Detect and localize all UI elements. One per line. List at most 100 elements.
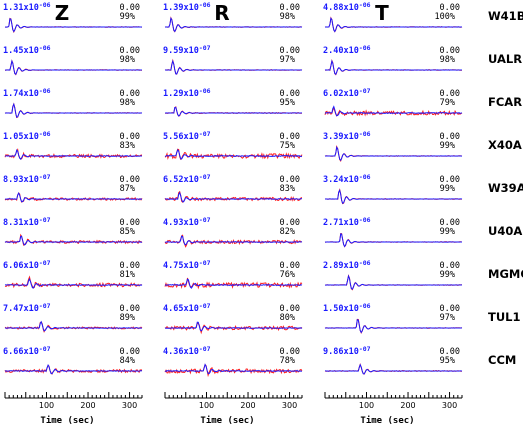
synthetic-trace bbox=[165, 16, 302, 33]
fit-percent-label: 97% bbox=[440, 313, 455, 323]
time-shift-label: 0.00 bbox=[280, 3, 300, 13]
fit-percent-label: 98% bbox=[280, 12, 295, 22]
observed-trace bbox=[324, 106, 463, 117]
x-axis-label: Time (sec) bbox=[360, 415, 414, 426]
synthetic-trace bbox=[5, 102, 142, 118]
tick-label: 200 bbox=[400, 401, 415, 410]
fit-percent-label: 82% bbox=[280, 227, 295, 237]
synthetic-trace bbox=[5, 191, 143, 203]
fit-percent-label: 99% bbox=[440, 184, 455, 194]
component-header-t: T bbox=[375, 1, 389, 25]
fit-percent-label: 98% bbox=[120, 98, 135, 108]
fit-percent-label: 97% bbox=[280, 55, 295, 65]
synthetic-trace bbox=[325, 363, 463, 375]
synthetic-trace bbox=[164, 191, 302, 203]
time-shift-label: 0.00 bbox=[440, 175, 460, 185]
time-shift-label: 0.00 bbox=[440, 304, 460, 314]
fit-percent-label: 100% bbox=[435, 12, 455, 22]
tick-label: 200 bbox=[240, 401, 255, 410]
fit-percent-label: 87% bbox=[120, 184, 135, 194]
synthetic-trace bbox=[4, 277, 143, 289]
fit-percent-label: 83% bbox=[120, 141, 135, 151]
fit-percent-label: 98% bbox=[440, 55, 455, 65]
synthetic-trace bbox=[325, 16, 462, 33]
fit-percent-label: 80% bbox=[280, 313, 295, 323]
observed-trace bbox=[164, 190, 303, 203]
fit-percent-label: 99% bbox=[440, 227, 455, 237]
amplitude-label: 1.74x10-06 bbox=[3, 87, 51, 99]
amplitude-label: 4.88x10-06 bbox=[323, 1, 371, 13]
fit-percent-label: 78% bbox=[280, 356, 295, 366]
tick-label: 100 bbox=[359, 401, 374, 410]
station-label-x40a: X40A bbox=[488, 138, 522, 152]
station-label-ualr: UALR bbox=[488, 52, 522, 66]
amplitude-label: 6.66x10-07 bbox=[3, 345, 51, 357]
synthetic-trace bbox=[324, 233, 462, 248]
fit-percent-label: 75% bbox=[280, 141, 295, 151]
synthetic-trace bbox=[4, 320, 142, 332]
fit-percent-label: 95% bbox=[440, 356, 455, 366]
fit-percent-label: 81% bbox=[120, 270, 135, 280]
component-header-z: Z bbox=[55, 1, 70, 25]
amplitude-label: 9.59x10-07 bbox=[163, 44, 211, 56]
tick-label: 200 bbox=[80, 401, 95, 410]
amplitude-label: 6.02x10-07 bbox=[323, 87, 371, 99]
time-shift-label: 0.00 bbox=[280, 132, 300, 142]
tick-label: 100 bbox=[199, 401, 214, 410]
time-shift-label: 0.00 bbox=[120, 261, 140, 271]
observed-trace bbox=[164, 106, 302, 117]
synthetic-trace bbox=[164, 363, 303, 375]
tick-label: 300 bbox=[122, 401, 137, 410]
time-shift-label: 0.00 bbox=[120, 218, 140, 228]
synthetic-trace bbox=[165, 59, 302, 75]
synthetic-trace bbox=[164, 148, 303, 160]
amplitude-label: 6.52x10-07 bbox=[163, 173, 211, 185]
time-shift-label: 0.00 bbox=[440, 261, 460, 271]
time-shift-label: 0.00 bbox=[120, 347, 140, 357]
synthetic-trace bbox=[325, 188, 463, 205]
fit-percent-label: 76% bbox=[280, 270, 295, 280]
time-shift-label: 0.00 bbox=[280, 218, 300, 228]
amplitude-label: 9.86x10-07 bbox=[323, 345, 371, 357]
synthetic-trace bbox=[324, 105, 463, 117]
time-shift-label: 0.00 bbox=[120, 89, 140, 99]
tick-label: 300 bbox=[442, 401, 457, 410]
time-shift-label: 0.00 bbox=[120, 46, 140, 56]
amplitude-label: 1.39x10-06 bbox=[163, 1, 211, 13]
amplitude-label: 2.71x10-06 bbox=[323, 216, 371, 228]
fit-percent-label: 98% bbox=[120, 55, 135, 65]
synthetic-trace bbox=[4, 59, 142, 76]
x-axis-label: Time (sec) bbox=[40, 415, 94, 426]
synthetic-trace bbox=[4, 235, 143, 246]
amplitude-label: 1.50x10-06 bbox=[323, 302, 371, 314]
amplitude-label: 4.65x10-07 bbox=[163, 302, 211, 314]
observed-trace bbox=[4, 364, 143, 376]
synthetic-trace bbox=[4, 18, 142, 33]
amplitude-label: 4.93x10-07 bbox=[163, 216, 211, 228]
synthetic-trace bbox=[324, 274, 463, 290]
observed-trace bbox=[4, 321, 143, 333]
amplitude-label: 1.05x10-06 bbox=[3, 130, 51, 142]
fit-percent-label: 89% bbox=[120, 313, 135, 323]
time-shift-label: 0.00 bbox=[280, 89, 300, 99]
component-header-r: R bbox=[214, 1, 229, 25]
time-shift-label: 0.00 bbox=[120, 175, 140, 185]
amplitude-label: 3.24x10-06 bbox=[323, 173, 371, 185]
fit-percent-label: 95% bbox=[280, 98, 295, 108]
